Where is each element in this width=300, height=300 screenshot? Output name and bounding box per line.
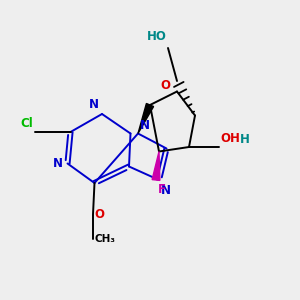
Text: O: O xyxy=(160,79,170,92)
Text: O: O xyxy=(94,208,104,221)
Text: N: N xyxy=(53,157,63,170)
Text: CH₃: CH₃ xyxy=(94,233,116,244)
Text: OH: OH xyxy=(220,132,240,145)
Polygon shape xyxy=(138,103,154,134)
Text: H: H xyxy=(239,133,249,146)
Text: HO: HO xyxy=(147,31,166,44)
Text: N: N xyxy=(140,119,149,132)
Text: N: N xyxy=(160,184,170,197)
Text: N: N xyxy=(89,98,99,111)
Polygon shape xyxy=(152,152,160,180)
Text: F: F xyxy=(158,183,166,196)
Text: Cl: Cl xyxy=(20,118,33,130)
